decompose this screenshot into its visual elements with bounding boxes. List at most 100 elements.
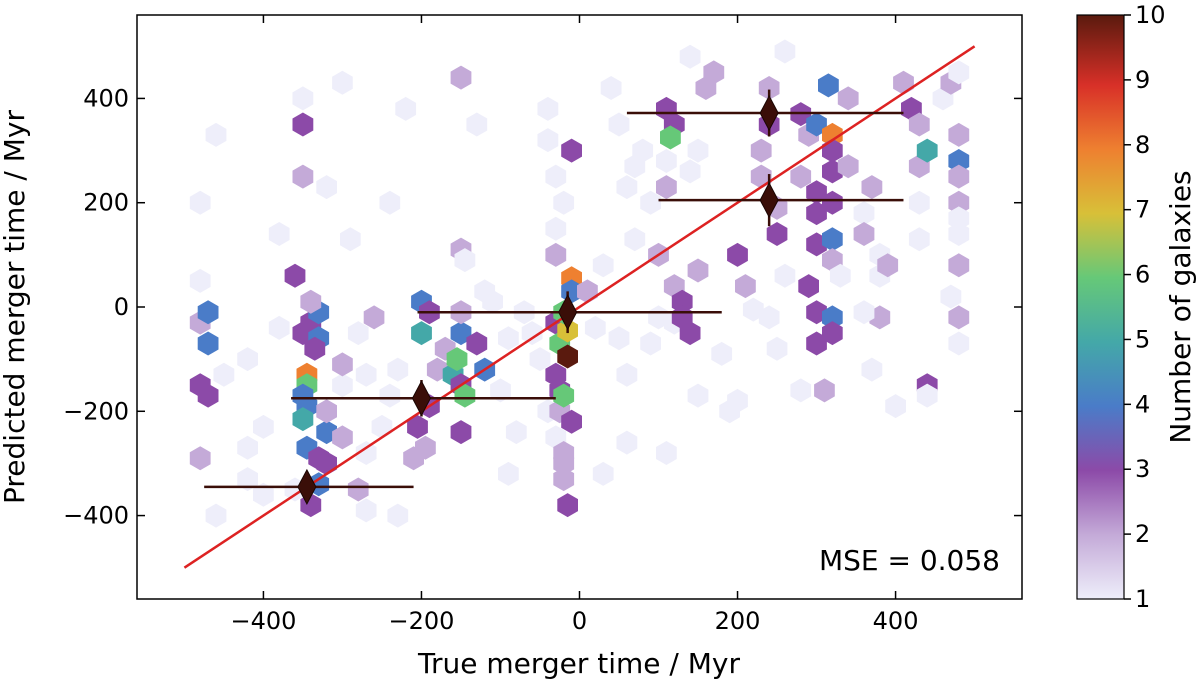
x-tick-label: 400: [873, 607, 919, 635]
hexbin-cell: [454, 383, 476, 408]
hexbin-cell: [553, 190, 575, 215]
hexbin-cell: [814, 378, 835, 403]
x-tick-label: 200: [715, 607, 761, 635]
hexbin-cell: [300, 289, 322, 314]
hexbin-cell: [332, 373, 353, 398]
y-tick-label: 200: [83, 189, 129, 217]
x-axis-ticks: −400 −200 0 200 400: [230, 15, 918, 635]
hexbin-cell: [948, 253, 970, 278]
hexbin-cell: [561, 409, 582, 434]
hexbin-cell: [806, 331, 827, 356]
hexbin-cell: [742, 297, 764, 322]
hexbin-cell: [806, 232, 827, 257]
y-tick-label: 400: [83, 84, 129, 112]
hexbin-cell: [948, 305, 970, 330]
hexbin-cell: [332, 352, 353, 377]
hexbin-cell: [656, 175, 677, 200]
hexbin-cell: [545, 164, 567, 189]
hexbin-cell: [387, 503, 409, 528]
hexbin-cell: [818, 73, 839, 98]
hexbin-cell: [189, 190, 211, 215]
mean-marker: [297, 468, 317, 505]
hexbin-cell: [592, 461, 614, 486]
hexbin-cell: [553, 383, 575, 408]
hexbin-cell: [798, 274, 819, 299]
hexbin-cell: [758, 305, 780, 330]
hexbin-cell: [916, 138, 938, 163]
hexbin-cell: [371, 414, 393, 439]
hexbin-cell: [411, 321, 432, 346]
hexbin-cell: [687, 383, 709, 408]
hexbin-cell: [750, 138, 772, 163]
hexbin-cell: [822, 190, 843, 215]
hexbin-cell: [948, 222, 970, 246]
hexbin-cell: [505, 420, 527, 445]
hexbin-cell: [363, 305, 385, 330]
hexbin-cell: [893, 70, 914, 95]
mse-annotation: MSE = 0.058: [819, 544, 1000, 577]
hexbin-cell: [450, 420, 472, 445]
colorbar-ticks: 1 2 3 4 5 6 7 8 9 10: [1124, 1, 1166, 613]
hexbin-cell: [829, 263, 851, 288]
hexbin-cell: [660, 125, 681, 150]
colorbar-tick-label: 3: [1135, 455, 1150, 483]
hexbin-cell: [316, 399, 337, 424]
hexbin-cell: [853, 201, 875, 226]
hexbin-cell: [948, 149, 970, 173]
colorbar-tick-label: 6: [1135, 261, 1150, 289]
hexbin-cell: [679, 159, 701, 184]
hexbin-cell: [600, 76, 622, 100]
y-tick-label: −400: [63, 502, 129, 530]
x-axis-label: True merger time / Myr: [417, 647, 741, 680]
hexbin-cell: [446, 347, 468, 372]
colorbar: 1 2 3 4 5 6 7 8 9 10 Number of galaxies: [1076, 1, 1197, 613]
hexbin-cell: [656, 149, 677, 173]
hexbin-cell: [806, 201, 827, 226]
hexbin-cells: [189, 39, 970, 528]
hexbin-cell: [557, 344, 578, 369]
binned-means: [204, 89, 904, 505]
hexbin-cell: [916, 383, 938, 408]
hexbin-cell: [774, 263, 796, 288]
hexbin-cell: [355, 498, 377, 523]
hexbin-cell: [869, 305, 891, 330]
mean-marker: [759, 182, 779, 219]
hexbin-cell: [861, 357, 883, 382]
hexbin-cell: [466, 331, 488, 356]
hexbin-cell: [616, 430, 638, 455]
hexbin-cell: [877, 253, 899, 278]
hexbin-cell: [679, 44, 701, 69]
hexbin-cell: [395, 96, 417, 121]
hexbin-cell: [584, 315, 606, 340]
hexbin-cell: [347, 321, 369, 346]
hexbin-cell: [205, 503, 227, 528]
hexbin-cell: [316, 175, 337, 200]
hexbin-cell: [553, 451, 575, 476]
hexbin-cell: [553, 467, 575, 492]
hexbin-cell: [837, 86, 859, 111]
y-axis-ticks: −400 −200 0 200 400: [63, 84, 1022, 530]
colorbar-tick-label: 2: [1135, 520, 1150, 548]
hexbin-cell: [908, 227, 930, 252]
hexbin-cell: [387, 357, 409, 382]
colorbar-tick-label: 1: [1135, 585, 1150, 613]
hexbin-cell: [948, 190, 970, 215]
mean-marker: [558, 294, 578, 331]
hexbin-cell: [557, 493, 578, 518]
hexbin-cell: [498, 461, 519, 486]
hexbin-cell: [347, 477, 369, 502]
hexbin-cell: [213, 362, 235, 387]
colorbar-tick-label: 8: [1135, 131, 1150, 159]
hexbin-cell: [687, 258, 709, 283]
hexbin-cell: [948, 331, 970, 356]
colorbar-tick-label: 4: [1135, 390, 1150, 418]
hexbin-cell: [292, 164, 314, 189]
hexbin-cell: [304, 336, 326, 361]
hexbin-cell: [292, 112, 314, 137]
hexbin-cell: [790, 164, 812, 189]
hexbin-cell: [316, 420, 337, 445]
hexbin-cell: [592, 253, 614, 278]
hexbin-cell: [908, 190, 930, 215]
hexbin-cell: [806, 180, 827, 205]
